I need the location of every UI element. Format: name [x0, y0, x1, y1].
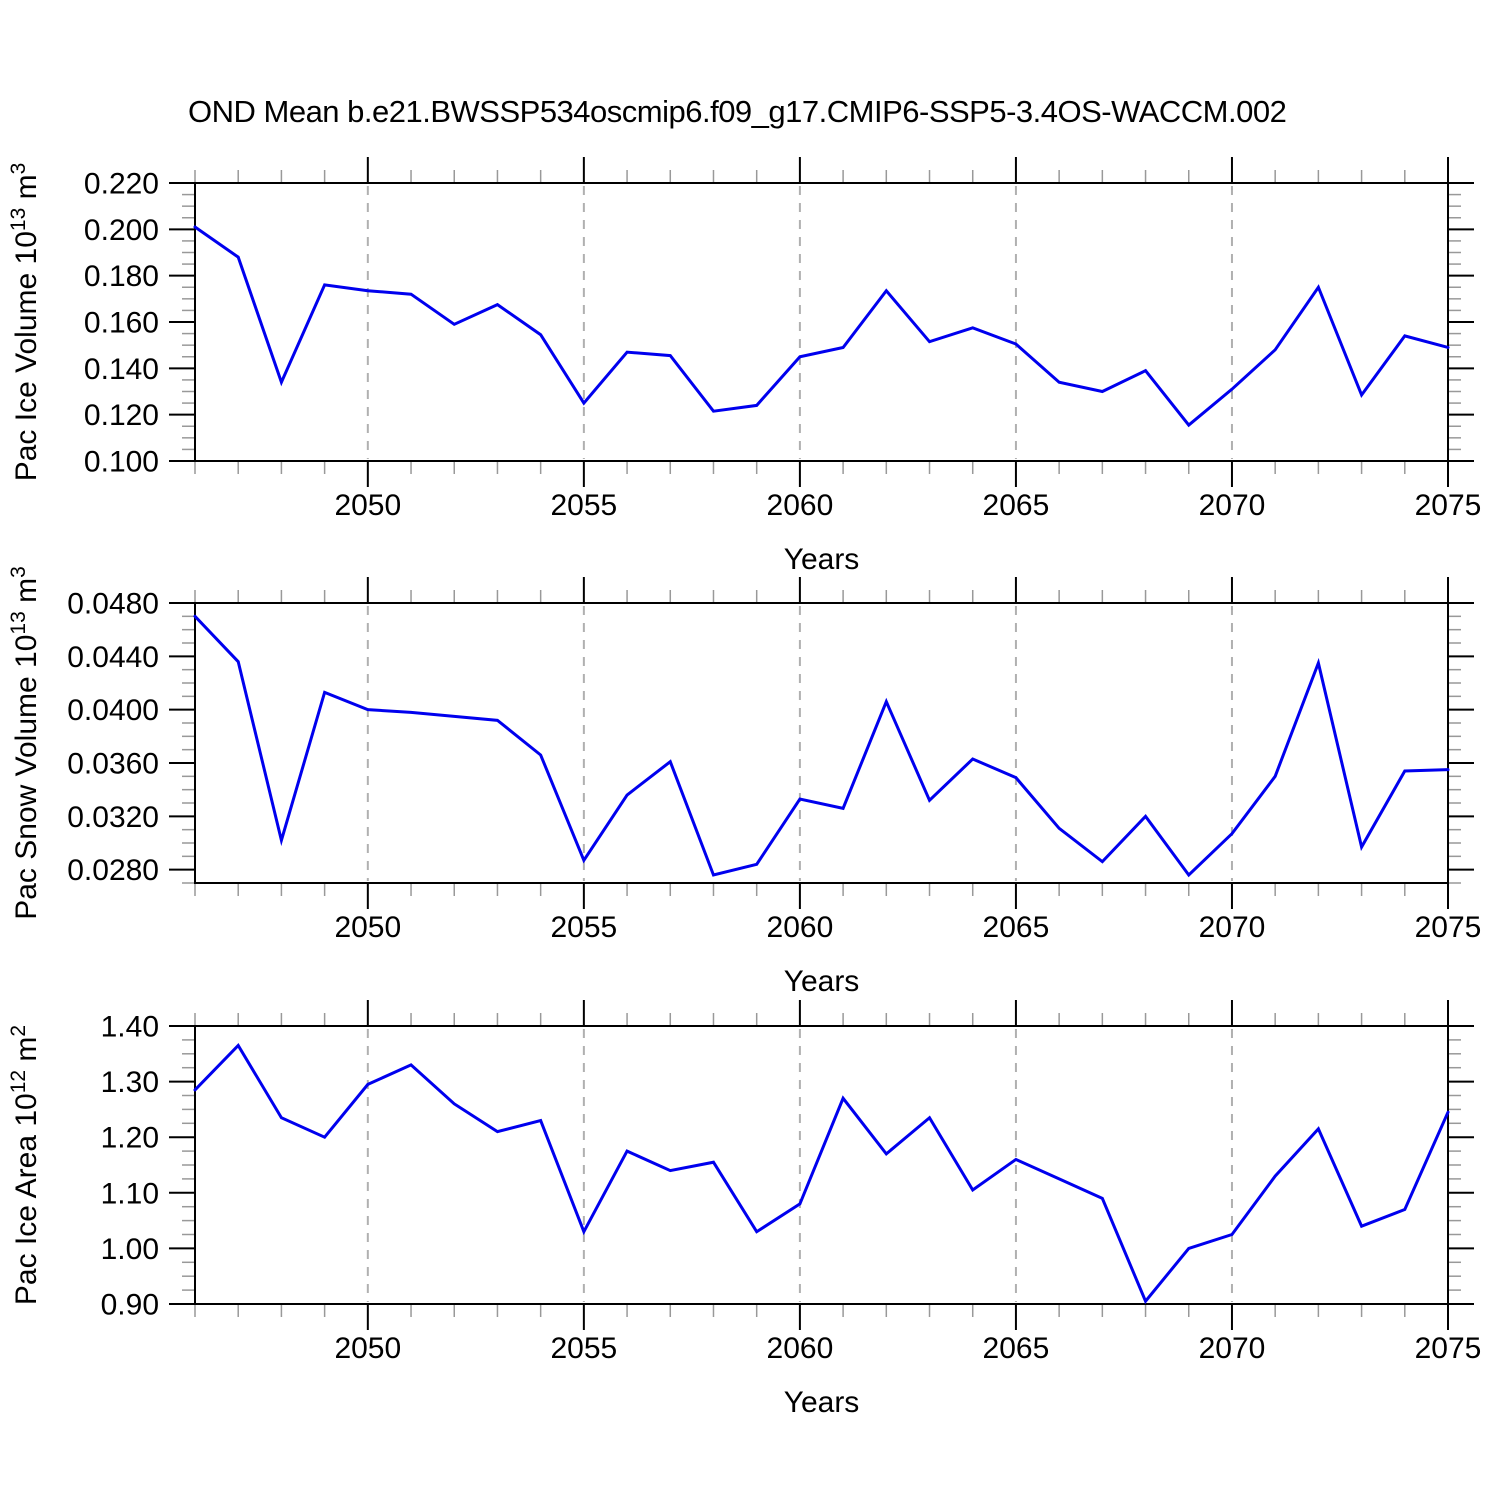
x-tick-label: 2050 — [334, 1332, 401, 1365]
x-tick-label: 2065 — [983, 489, 1050, 522]
y-tick-label: 0.120 — [84, 399, 159, 432]
y-tick-label: 0.0360 — [67, 748, 159, 781]
snow-volume-series-line — [193, 614, 1450, 878]
x-tick-label: 2060 — [767, 1332, 834, 1365]
x-tick-label: 2070 — [1199, 911, 1266, 944]
y-tick-label: 0.0320 — [67, 801, 159, 834]
plot-border — [194, 602, 1449, 884]
x-tick-label: 2075 — [1415, 1332, 1482, 1365]
y-tick-labels: 0.90 1.00 1.10 1.20 1.30 1.40 — [101, 1011, 159, 1322]
y-tick-labels: 0.0280 0.0320 0.0360 0.0400 0.0440 0.0480 — [67, 588, 159, 888]
x-axis-title: Years — [784, 1386, 860, 1419]
y-axis-title: Pac Snow Volume 1013 m3 — [7, 566, 43, 920]
y-tick-label: 1.10 — [101, 1177, 159, 1210]
y-tick-label: 0.0400 — [67, 694, 159, 727]
x-tick-label: 2070 — [1199, 1332, 1266, 1365]
y-tick-label: 0.160 — [84, 307, 159, 340]
grid-lines — [366, 1029, 1233, 1302]
ice-area-series-line — [193, 1043, 1450, 1305]
y-axis-title: Pac Ice Area 1012 m2 — [7, 1025, 43, 1305]
axis-ticks — [169, 1000, 1474, 1330]
x-tick-label: 2050 — [334, 489, 401, 522]
ice-volume-series-line — [193, 225, 1450, 428]
axis-ticks — [169, 157, 1474, 487]
plot-border — [194, 1025, 1449, 1305]
axis-ticks — [169, 577, 1474, 909]
y-tick-label: 0.0440 — [67, 641, 159, 674]
x-tick-label: 2075 — [1415, 489, 1482, 522]
y-tick-label: 0.0480 — [67, 588, 159, 621]
figure-title: OND Mean b.e21.BWSSP534oscmip6.f09_g17.C… — [188, 94, 1287, 129]
x-tick-label: 2055 — [550, 911, 617, 944]
y-tick-label: 1.40 — [101, 1011, 159, 1044]
y-tick-label: 0.100 — [84, 446, 159, 479]
x-tick-label: 2075 — [1415, 911, 1482, 944]
x-tick-label: 2065 — [983, 1332, 1050, 1365]
x-tick-label: 2065 — [983, 911, 1050, 944]
y-tick-label: 0.0280 — [67, 854, 159, 887]
x-tick-label: 2060 — [767, 489, 834, 522]
x-tick-label: 2060 — [767, 911, 834, 944]
x-tick-label: 2055 — [550, 489, 617, 522]
plot-border — [194, 182, 1449, 462]
x-tick-labels: 2050 2055 2060 2065 2070 2075 — [334, 1332, 1481, 1365]
ice-area-chart: 0.90 1.00 1.10 1.20 1.30 1.40 2050 2055 2060 2065… — [7, 1000, 1481, 1419]
y-tick-label: 0.90 — [101, 1289, 159, 1322]
y-tick-label: 0.200 — [84, 214, 159, 247]
y-tick-labels: 0.100 0.120 0.140 0.160 0.180 0.200 0.220 — [84, 168, 159, 479]
x-tick-label: 2070 — [1199, 489, 1266, 522]
x-tick-label: 2055 — [550, 1332, 617, 1365]
grid-lines — [366, 186, 1233, 459]
y-tick-label: 0.220 — [84, 168, 159, 201]
x-tick-labels: 2050 2055 2060 2065 2070 2075 — [334, 911, 1481, 944]
y-tick-label: 1.00 — [101, 1233, 159, 1266]
x-tick-labels: 2050 2055 2060 2065 2070 2075 — [334, 489, 1481, 522]
snow-volume-chart: 0.0280 0.0320 0.0360 0.0400 0.0440 0.0480 2050… — [7, 566, 1481, 998]
x-tick-label: 2050 — [334, 911, 401, 944]
x-axis-title: Years — [784, 543, 860, 576]
y-tick-label: 0.180 — [84, 260, 159, 293]
y-axis-title: Pac Ice Volume 1013 m3 — [7, 163, 43, 482]
grid-lines — [366, 606, 1233, 881]
y-tick-label: 1.20 — [101, 1122, 159, 1155]
y-tick-label: 0.140 — [84, 353, 159, 386]
y-tick-label: 1.30 — [101, 1066, 159, 1099]
x-axis-title: Years — [784, 965, 860, 998]
